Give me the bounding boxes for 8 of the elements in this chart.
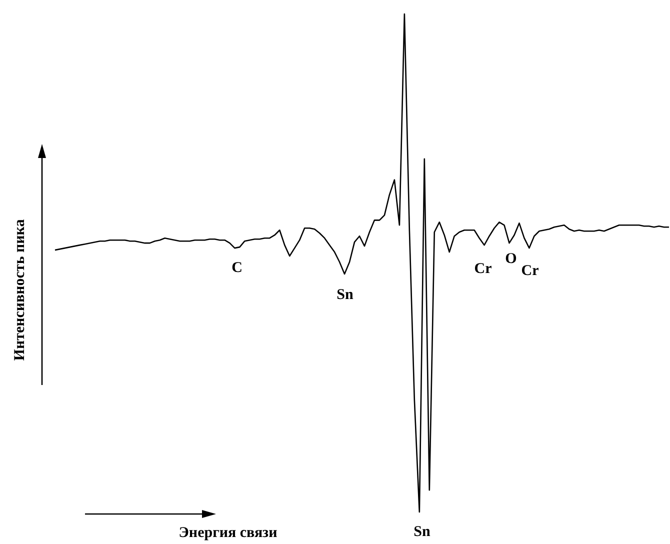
annotation: Cr [474,261,492,277]
annotation: O [505,251,517,267]
annotation: Cr [521,263,540,279]
annotation: Sn [336,287,354,303]
x-axis-title: Энергия связи [178,525,278,541]
text: Sn [414,524,431,540]
y-axis-title: Интенсивность пика [12,218,28,361]
annotation: C [232,260,242,276]
